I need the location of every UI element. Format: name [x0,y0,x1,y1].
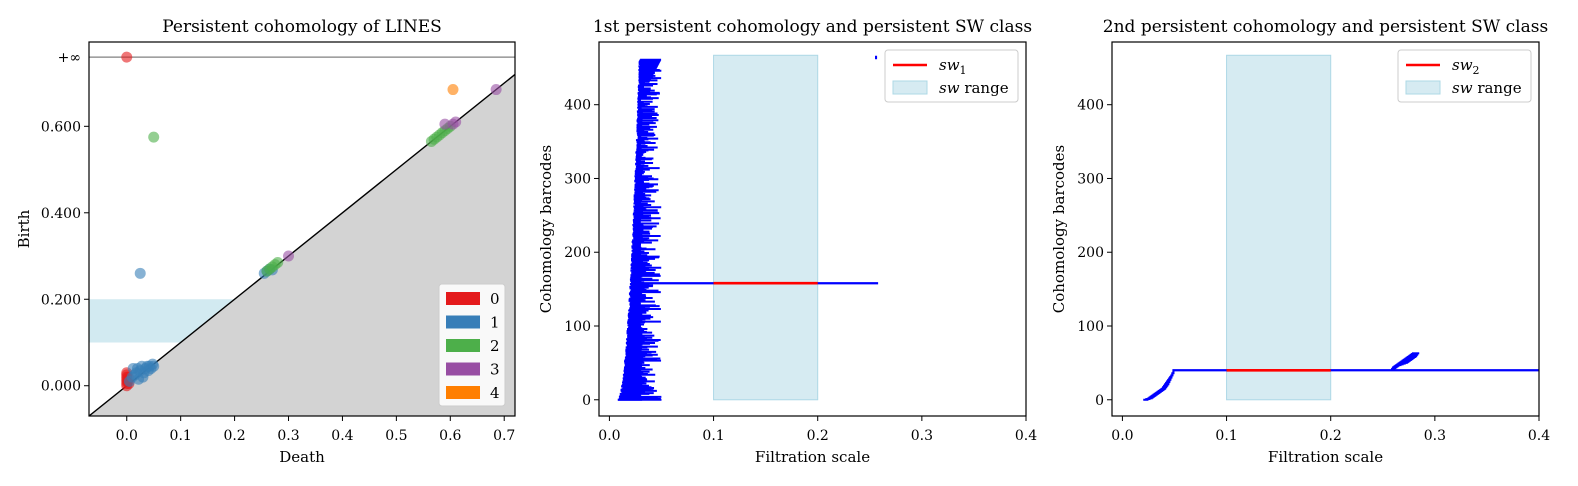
p2-xtick-label: 0.3 [911,428,933,444]
p2-plot-area [617,54,879,401]
p3-ytick-label: 200 [1077,245,1104,261]
p3-legend-sw-label: sw2 [1452,56,1480,77]
p2-ytick-label: 400 [564,98,591,114]
panel-h1-barcode: 0.0 0.1 0.2 0.3 0.4 0 100 200 300 400 Filtration s… [537,17,1037,466]
p3-plot-area [1143,54,1539,401]
p3-xtick-label: 0.0 [1111,428,1133,444]
p3-legend-range-label: sw range [1452,79,1522,97]
panel-persistence-diagram: 0.0 0.1 0.2 0.3 0.4 0.5 0.6 0.7 0.000 0.200 0.400 0… [15,17,516,466]
p2-legend-range-rest: range [960,79,1009,97]
p1-legend-swatch-0 [446,292,480,305]
p3-legend-range-swatch [1405,80,1441,95]
p3-xlabel: Filtration scale [1268,448,1383,466]
p1-xtick-label: 0.2 [223,428,245,444]
p3-legend-range-rest: range [1473,79,1522,97]
p1-point-dim0 [121,51,133,63]
p1-xtick-label: 0.5 [385,428,407,444]
p1-ytick-label: 0.000 [41,379,81,395]
p1-point-dim3 [439,118,451,130]
p3-ytick-label: 400 [1077,98,1104,114]
p3-sw-range-band [1226,54,1332,401]
p1-point-dim2 [148,131,160,143]
p2-legend-sw-label: sw1 [939,56,967,77]
p1-legend-label-4: 4 [490,384,500,402]
p2-xlabel: Filtration scale [755,448,870,466]
p2-axes-frame [598,41,1027,417]
p2-legend-range-italic: sw [939,79,960,97]
p1-ylabel: Birth [15,209,33,248]
p3-xtick-label: 0.3 [1424,428,1446,444]
p1-ytick-infinity-label: +∞ [58,50,81,66]
p2-xtick-label: 0.4 [1015,428,1037,444]
p1-point-dim4 [447,84,459,96]
p3-axes-frame [1111,41,1540,417]
p2-ytick-label: 0 [582,393,591,409]
p1-title: Persistent cohomology of LINES [162,17,442,37]
p1-xtick-label: 0.1 [170,428,192,444]
p1-xlabel: Death [279,448,325,466]
p3-ylabel: Cohomology barcodes [1050,145,1068,313]
p3-xtick-label: 0.4 [1528,428,1550,444]
p2-ylabel: Cohomology barcodes [537,145,555,313]
p2-xtick-label: 0.2 [807,428,829,444]
p3-ytick-label: 0 [1095,393,1104,409]
p3-ytick-label: 300 [1077,171,1104,187]
p1-legend-label-1: 1 [490,314,500,332]
p1-legend-label-0: 0 [490,290,500,308]
p1-sw-band [89,299,235,343]
p1-legend: 0 1 2 3 4 [438,283,506,407]
p3-legend-sw-sub: 2 [1473,64,1480,77]
p3-legend-sw-base: sw [1452,56,1473,74]
p2-xtick-label: 0.0 [598,428,620,444]
p1-plot-area [89,51,515,416]
p1-legend-swatch-4 [446,386,480,399]
p2-legend-sw-sub: 1 [960,64,967,77]
p1-xtick-label: 0.3 [277,428,299,444]
p2-ytick-label: 100 [564,319,591,335]
p1-legend-swatch-1 [446,315,480,329]
p1-point-dim1 [134,267,146,279]
p2-xtick-label: 0.1 [702,428,724,444]
p3-xtick-label: 0.1 [1215,428,1237,444]
p3-ytick-label: 100 [1077,319,1104,335]
p1-xtick-label: 0.6 [439,428,461,444]
p1-legend-label-2: 2 [490,337,500,355]
p1-axes-frame [88,41,516,417]
p1-xtick-label: 0.0 [116,428,138,444]
p2-legend-range-swatch [892,80,928,95]
p2-title: 1st persistent cohomology and persistent… [593,17,1032,37]
p1-xtick-label: 0.4 [331,428,353,444]
p1-ytick-label: 0.600 [41,119,81,135]
p1-legend-swatch-3 [446,362,480,376]
p2-legend-range-label: sw range [939,79,1009,97]
p1-point-dim2 [272,257,284,269]
p1-point-dim3 [283,250,295,262]
p1-legend-swatch-2 [446,339,480,352]
p3-legend-range-italic: sw [1452,79,1473,97]
p2-ytick-label: 300 [564,171,591,187]
p1-point-dim3 [450,116,462,128]
p3-xtick-label: 0.2 [1320,428,1342,444]
p1-point-dim1 [148,360,160,372]
p2-sw-range-band [713,54,819,401]
p1-ytick-label: 0.200 [41,292,81,308]
p2-ytick-label: 200 [564,245,591,261]
p2-legend-sw-base: sw [939,56,960,74]
p3-title: 2nd persistent cohomology and persistent… [1103,17,1548,37]
p1-xtick-label: 0.7 [493,428,515,444]
p1-ytick-label: 0.400 [41,206,81,222]
p1-point-dim3 [490,84,502,96]
panel-h2-barcode: 0.0 0.1 0.2 0.3 0.4 0 100 200 300 400 Filtration s… [1050,17,1550,466]
p1-legend-label-3: 3 [490,361,500,379]
